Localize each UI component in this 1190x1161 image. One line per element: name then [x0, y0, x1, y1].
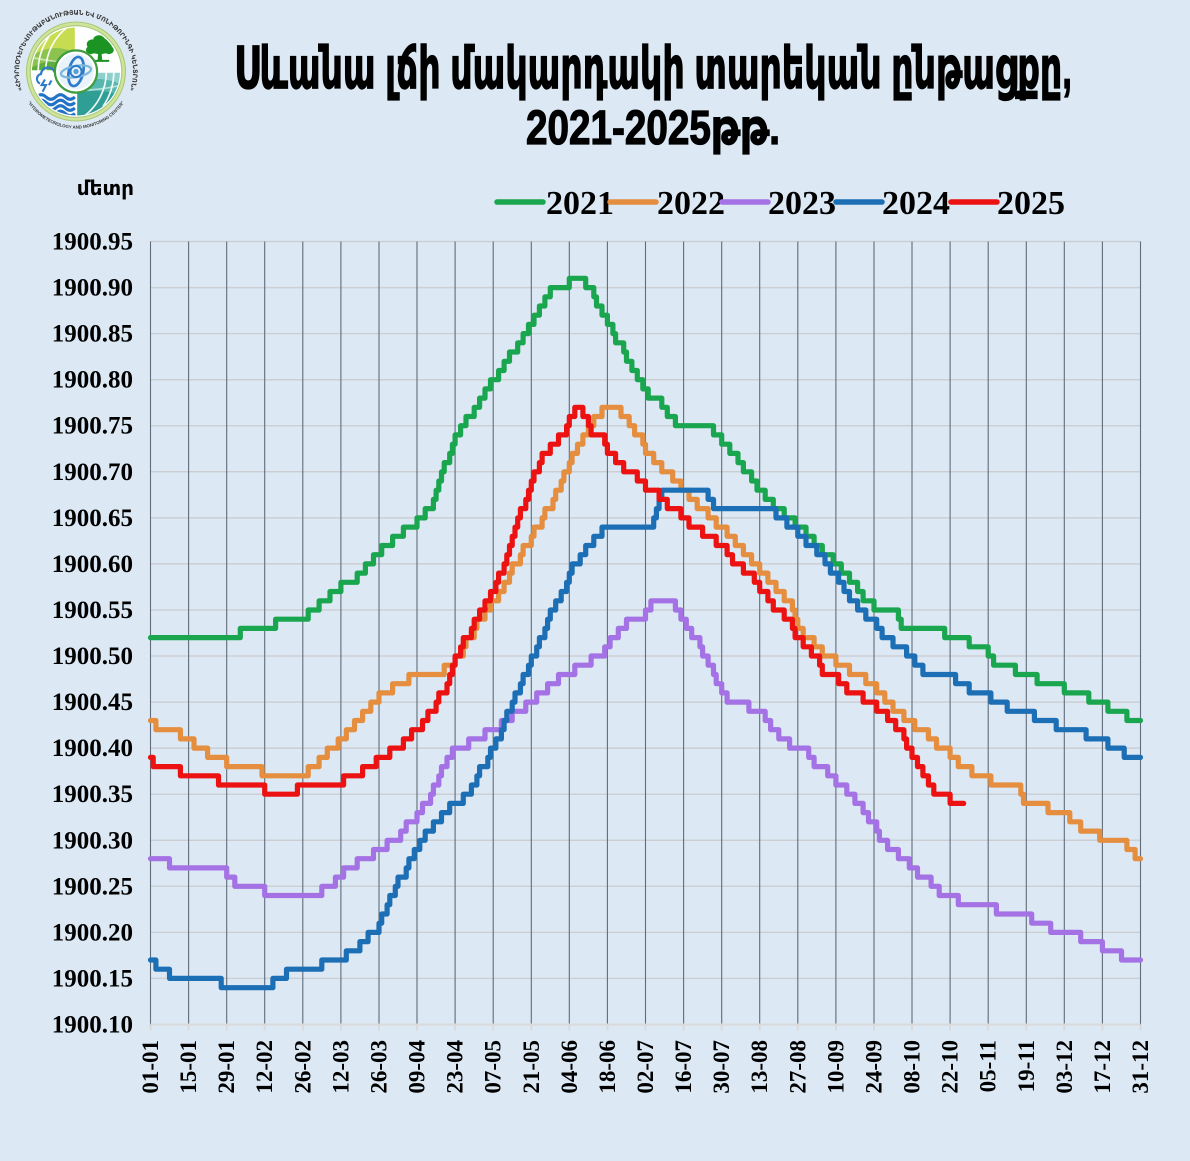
svg-text:1900.65: 1900.65: [52, 505, 133, 532]
svg-text:2023: 2023: [768, 185, 836, 222]
svg-text:1900.55: 1900.55: [52, 597, 133, 624]
svg-text:22-10: 22-10: [938, 1040, 963, 1094]
svg-text:21-05: 21-05: [519, 1040, 544, 1094]
svg-text:31-12: 31-12: [1128, 1040, 1153, 1094]
svg-text:27-08: 27-08: [785, 1040, 810, 1094]
svg-text:1900.40: 1900.40: [52, 735, 133, 762]
svg-text:30-07: 30-07: [709, 1040, 734, 1094]
svg-text:1900.60: 1900.60: [52, 551, 133, 578]
svg-text:2024: 2024: [882, 185, 950, 222]
svg-text:1900.90: 1900.90: [52, 275, 133, 302]
svg-text:13-08: 13-08: [747, 1040, 772, 1094]
svg-text:03-12: 03-12: [1052, 1040, 1077, 1094]
svg-text:2022: 2022: [657, 185, 725, 222]
svg-text:2021: 2021: [546, 185, 614, 222]
svg-text:09-04: 09-04: [405, 1040, 430, 1094]
svg-text:29-01: 29-01: [214, 1040, 239, 1094]
svg-text:17-12: 17-12: [1090, 1040, 1115, 1094]
svg-text:24-09: 24-09: [862, 1040, 887, 1094]
svg-text:1900.25: 1900.25: [52, 873, 133, 900]
svg-text:26-03: 26-03: [367, 1040, 392, 1094]
svg-text:1900.70: 1900.70: [52, 459, 133, 486]
svg-text:2025: 2025: [997, 185, 1065, 222]
svg-text:1900.15: 1900.15: [52, 965, 133, 992]
svg-text:1900.80: 1900.80: [52, 367, 133, 394]
svg-text:19-11: 19-11: [1014, 1040, 1039, 1092]
svg-text:18-06: 18-06: [595, 1040, 620, 1094]
svg-text:12-03: 12-03: [328, 1040, 353, 1094]
svg-text:1900.30: 1900.30: [52, 827, 133, 854]
svg-text:23-04: 23-04: [443, 1040, 468, 1094]
svg-text:08-10: 08-10: [900, 1040, 925, 1094]
svg-text:1900.75: 1900.75: [52, 413, 133, 440]
svg-text:12-02: 12-02: [252, 1040, 277, 1094]
svg-text:1900.20: 1900.20: [52, 919, 133, 946]
svg-text:16-07: 16-07: [671, 1040, 696, 1094]
svg-text:02-07: 02-07: [633, 1040, 658, 1094]
svg-text:1900.50: 1900.50: [52, 643, 133, 670]
svg-text:1900.45: 1900.45: [52, 689, 133, 716]
svg-text:1900.85: 1900.85: [52, 321, 133, 348]
svg-text:1900.95: 1900.95: [52, 229, 133, 256]
svg-text:1900.10: 1900.10: [52, 1012, 133, 1039]
svg-text:01-01: 01-01: [138, 1040, 163, 1094]
svg-text:26-02: 26-02: [290, 1040, 315, 1094]
svg-text:05-11: 05-11: [976, 1040, 1001, 1092]
svg-text:04-06: 04-06: [557, 1040, 582, 1094]
svg-text:1900.35: 1900.35: [52, 781, 133, 808]
svg-text:10-09: 10-09: [823, 1040, 848, 1094]
svg-text:15-01: 15-01: [176, 1040, 201, 1094]
svg-text:07-05: 07-05: [481, 1040, 506, 1094]
